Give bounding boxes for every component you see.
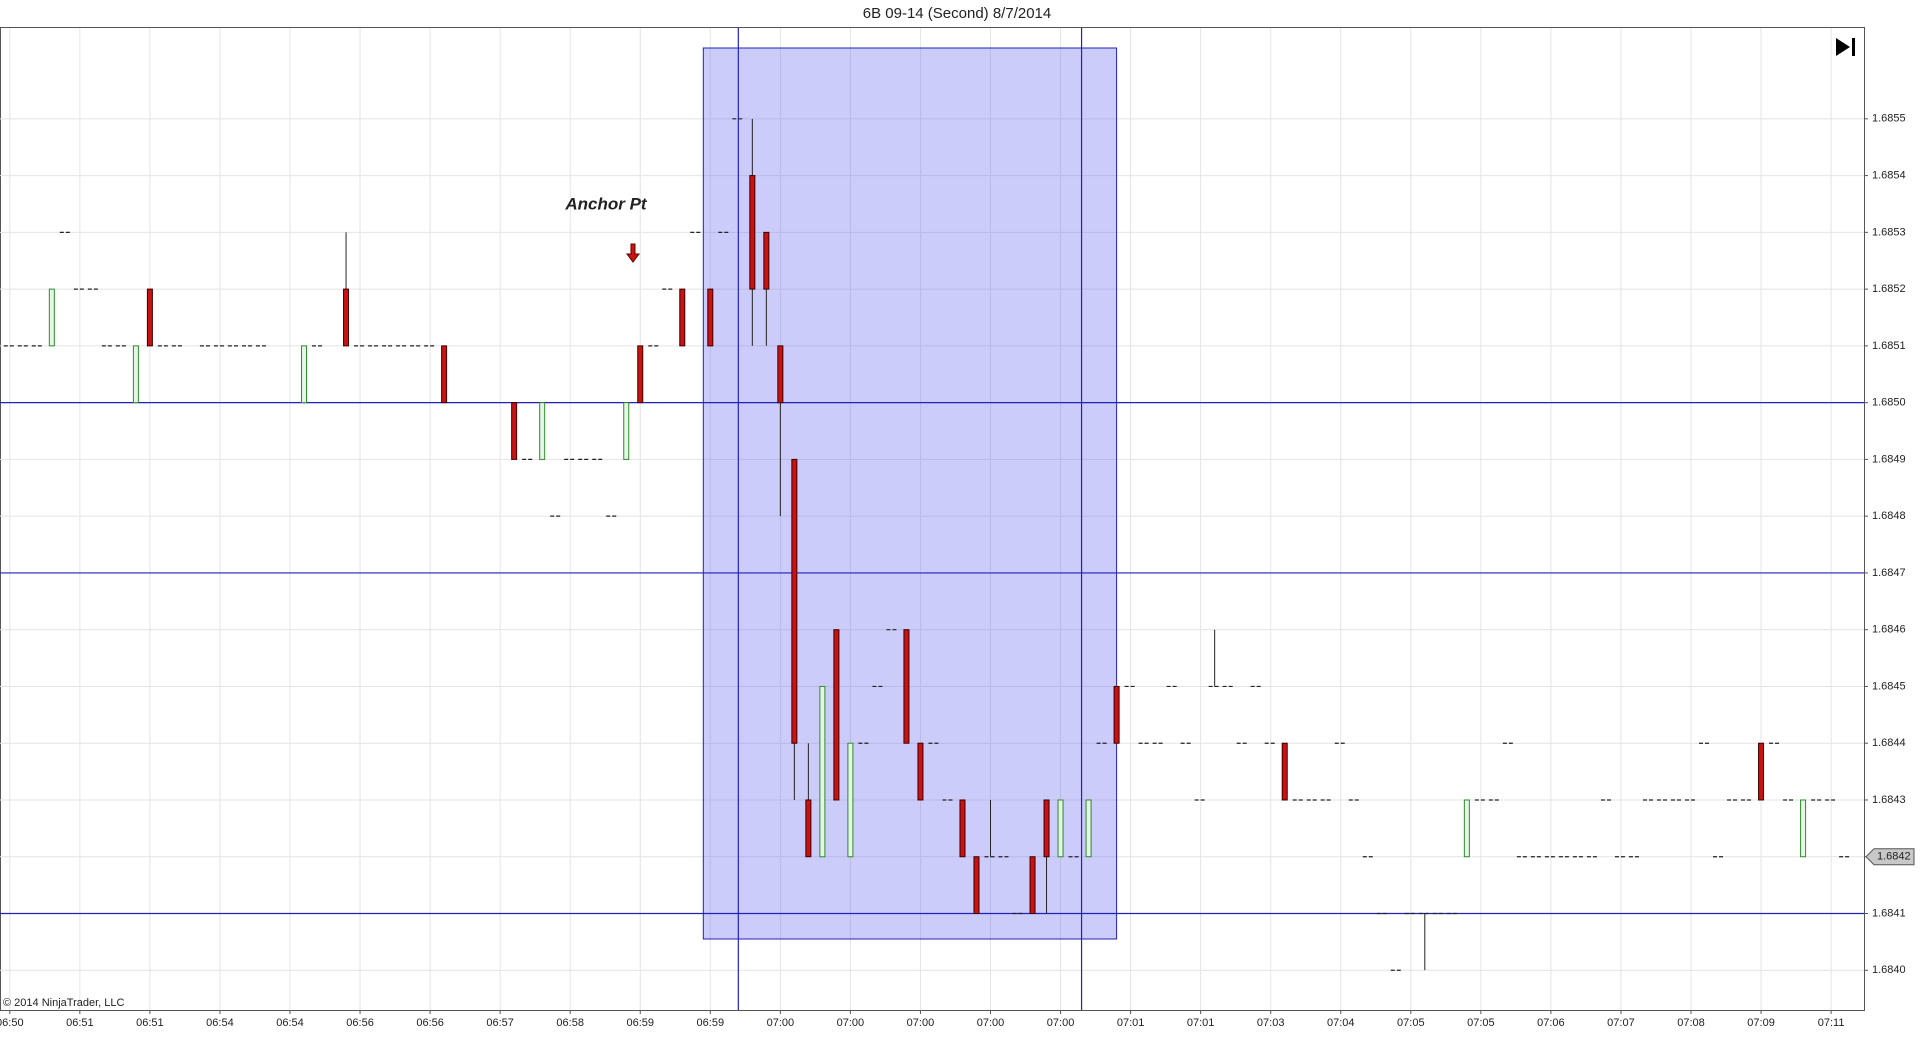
candle-body xyxy=(973,856,980,915)
candle-body xyxy=(441,345,448,404)
candle-body xyxy=(707,288,714,347)
x-tick-label: 07:09 xyxy=(1747,1017,1775,1029)
y-tick-label: 1.6847 xyxy=(1872,567,1906,579)
x-tick-label: 06:56 xyxy=(416,1017,444,1029)
candle-body xyxy=(146,288,153,347)
x-tick-label: 07:07 xyxy=(1607,1017,1635,1029)
candle-body xyxy=(1281,742,1288,801)
y-tick-label: 1.6840 xyxy=(1872,964,1906,976)
candle-body xyxy=(917,742,924,801)
plot-frame xyxy=(0,27,1865,1011)
x-tick-label: 06:57 xyxy=(486,1017,514,1029)
y-tick-label: 1.6843 xyxy=(1872,794,1906,806)
y-tick-label: 1.6853 xyxy=(1872,226,1906,238)
candle-body xyxy=(679,288,686,347)
x-tick-label: 07:01 xyxy=(1117,1017,1145,1029)
y-tick-label: 1.6846 xyxy=(1872,624,1906,636)
candle-body xyxy=(301,345,308,404)
candle-body xyxy=(791,458,798,744)
y-tick-label: 1.6849 xyxy=(1872,453,1906,465)
candle-body xyxy=(819,685,826,858)
candle-body xyxy=(637,345,644,404)
y-tick-label: 1.6852 xyxy=(1872,283,1906,295)
candle-body xyxy=(511,402,518,460)
candle-body xyxy=(903,629,910,744)
x-tick-label: 06:59 xyxy=(697,1017,725,1029)
x-tick-label: 06:51 xyxy=(136,1017,164,1029)
candle-body xyxy=(847,742,854,858)
candle-body xyxy=(1758,742,1765,801)
last-price-box xyxy=(1865,848,1915,866)
candle-body xyxy=(1113,685,1120,744)
y-tick-label: 1.6845 xyxy=(1872,680,1906,692)
candle-body xyxy=(833,629,840,801)
candle-body xyxy=(132,345,139,404)
candle-body xyxy=(1463,799,1470,858)
candle-body xyxy=(48,288,55,347)
y-tick-label: 1.6850 xyxy=(1872,397,1906,409)
x-tick-label: 07:00 xyxy=(767,1017,795,1029)
x-tick-label: 07:06 xyxy=(1537,1017,1565,1029)
x-tick-label: 07:08 xyxy=(1677,1017,1705,1029)
anchor-arrow xyxy=(626,243,640,263)
x-tick-label: 07:11 xyxy=(1818,1017,1845,1029)
candle-body xyxy=(763,231,770,290)
candle-body xyxy=(539,402,546,460)
x-tick-label: 07:01 xyxy=(1187,1017,1215,1029)
x-tick-label: 07:04 xyxy=(1327,1017,1355,1029)
x-tick-label: 07:00 xyxy=(977,1017,1005,1029)
candle-body xyxy=(1029,856,1036,915)
x-tick-label: 06:58 xyxy=(556,1017,584,1029)
candle-body xyxy=(749,175,756,290)
x-tick-label: 07:05 xyxy=(1397,1017,1425,1029)
candle-body xyxy=(1043,799,1050,858)
x-tick-label: 06:59 xyxy=(626,1017,654,1029)
candle-body xyxy=(1057,799,1064,858)
x-tick-label: 06:54 xyxy=(276,1017,304,1029)
x-tick-label: 06:50 xyxy=(0,1017,24,1029)
y-tick-label: 1.6855 xyxy=(1872,113,1906,125)
last-price-label: 1.6842 xyxy=(1877,851,1911,863)
x-tick-label: 06:54 xyxy=(206,1017,234,1029)
y-tick-label: 1.6854 xyxy=(1872,169,1906,181)
annotation: Anchor Pt xyxy=(564,194,648,213)
x-tick-label: 06:56 xyxy=(346,1017,374,1029)
selection-rectangle xyxy=(702,47,1118,940)
y-tick-label: 1.6841 xyxy=(1872,907,1906,919)
candle-body xyxy=(1085,799,1092,858)
play-end-icon[interactable] xyxy=(1836,38,1855,56)
copyright: © 2014 NinjaTrader, LLC xyxy=(3,997,124,1009)
x-tick-label: 07:03 xyxy=(1257,1017,1285,1029)
candle-body xyxy=(623,402,630,460)
y-tick-label: 1.6848 xyxy=(1872,510,1906,522)
candle-body xyxy=(805,799,812,858)
y-tick-label: 1.6851 xyxy=(1872,340,1906,352)
candle-body xyxy=(1800,799,1807,858)
y-tick-label: 1.6844 xyxy=(1872,737,1906,749)
x-tick-label: 07:00 xyxy=(1047,1017,1075,1029)
x-tick-label: 07:00 xyxy=(837,1017,865,1029)
candle-body xyxy=(959,799,966,858)
x-tick-label: 06:51 xyxy=(66,1017,94,1029)
candle-body xyxy=(777,345,784,404)
x-tick-label: 07:00 xyxy=(907,1017,935,1029)
chart-title: 6B 09-14 (Second) 8/7/2014 xyxy=(863,5,1051,22)
x-tick-label: 07:05 xyxy=(1467,1017,1495,1029)
candle-body xyxy=(343,288,350,347)
